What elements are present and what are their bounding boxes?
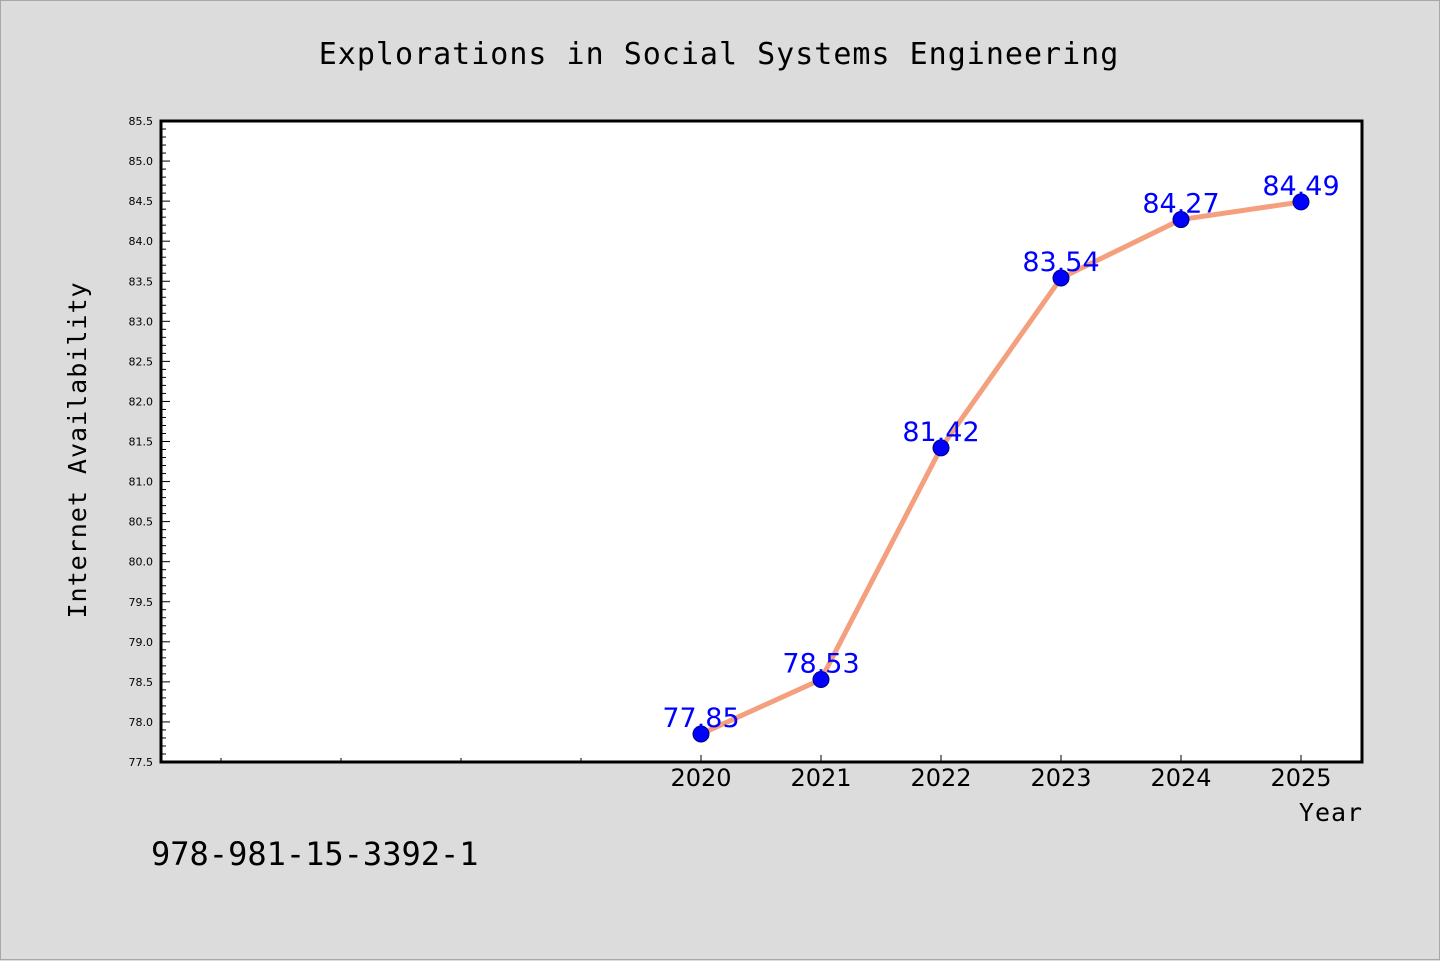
y-tick-label: 80.5 [129,516,154,529]
x-tick-label: 2025 [1270,764,1331,792]
y-tick-label: 78.0 [129,716,154,729]
data-label: 81.42 [902,417,979,448]
y-tick-label: 77.5 [129,756,154,769]
data-point [812,670,830,688]
x-axis: 2020 2021 2022 2023 2024 2025 [220,755,1332,792]
y-tick-label: 83.5 [129,275,154,288]
isbn-code: 978-981-15-3392-1 [151,835,479,873]
x-tick-label: 2020 [670,764,731,792]
data-point [1292,193,1310,211]
data-point [1172,211,1190,229]
x-tick-label: 2021 [790,764,851,792]
y-tick-label: 81.5 [129,436,154,449]
data-label: 77.85 [662,703,739,734]
data-label: 83.54 [1022,247,1099,278]
y-tick-label: 81.0 [129,476,154,489]
data-label: 84.49 [1262,171,1339,202]
y-tick-label: 80.0 [129,556,154,569]
y-tick-label: 85.0 [129,155,154,168]
y-tick-label: 83.0 [129,315,154,328]
x-tick-label: 2023 [1030,764,1091,792]
series-line [698,199,1304,737]
x-tick-label: 2024 [1150,764,1211,792]
data-point [932,439,950,457]
series-internet-availability [692,193,1310,743]
y-tick-label: 84.0 [129,235,154,248]
y-tick-label: 85.5 [129,115,154,128]
y-tick-label: 84.5 [129,195,154,208]
y-tick-label: 79.0 [129,636,154,649]
data-point [692,725,710,743]
data-point [1052,269,1070,287]
y-tick-label: 82.0 [129,395,154,408]
y-axis: 77.5 78.0 78.5 79.0 79.5 80.0 80.5 81.0 81.5 82.0… [129,115,170,769]
y-axis-label: Internet Availability [63,281,92,618]
plot-frame [159,119,1364,764]
chart-title: Explorations in Social Systems Engineeri… [319,37,1120,72]
data-label: 78.53 [782,648,859,679]
data-labels: 77.85 78.53 81.42 83.54 84.27 84.49 [662,171,1339,734]
y-tick-label: 78.5 [129,676,154,689]
y-tick-label: 79.5 [129,596,154,609]
y-tick-label: 82.5 [129,355,154,368]
x-tick-label: 2022 [910,764,971,792]
data-label: 84.27 [1142,189,1219,220]
x-axis-label: Year [1299,798,1363,827]
